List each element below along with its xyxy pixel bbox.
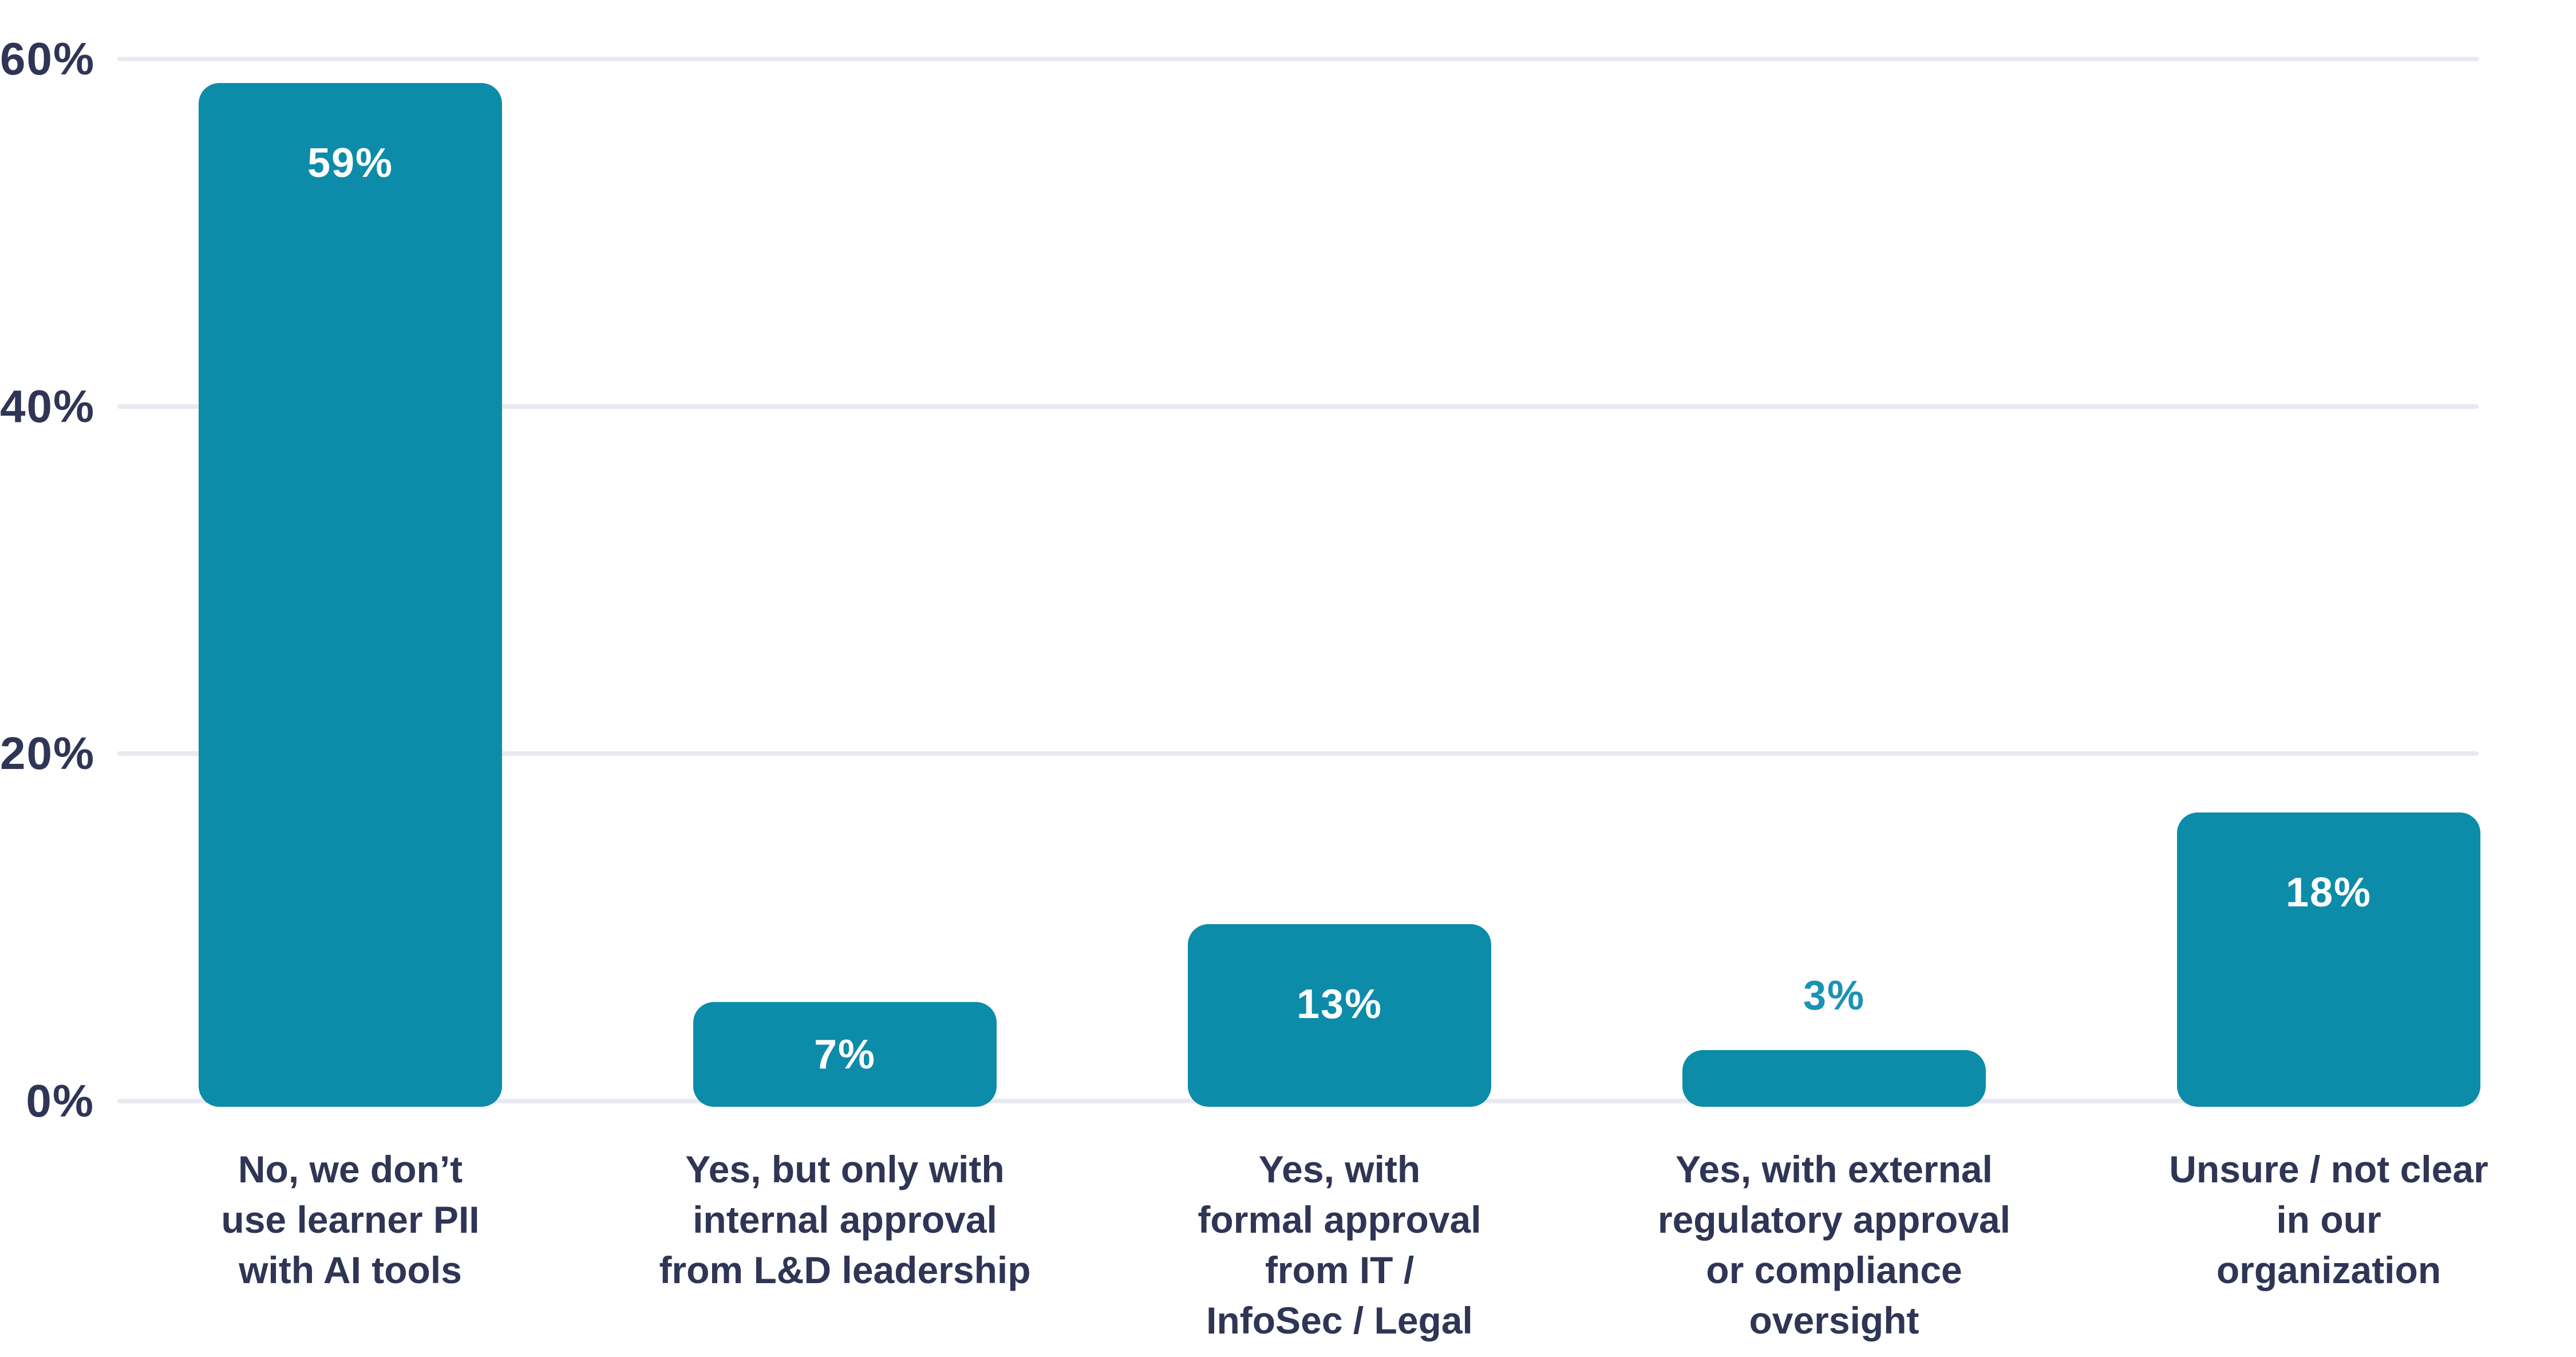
y-axis-tick-label: 0%	[26, 1075, 94, 1126]
bar[interactable]	[693, 1002, 997, 1107]
bar-group: 59% No, we don’t use learner PII with AI…	[103, 0, 598, 1357]
bar-group: 7% Yes, but only with internal approval …	[598, 0, 1092, 1357]
category-label-line: with AI tools	[239, 1249, 462, 1291]
category-label-line: from IT /	[1265, 1249, 1415, 1291]
bar-group: 3% Yes, with external regulatory approva…	[1587, 0, 2081, 1357]
bar-value-label: 3%	[1803, 972, 1866, 1019]
gridline-60pct	[117, 57, 2479, 61]
y-axis-tick-label: 20%	[0, 728, 96, 779]
category-label-line: or compliance	[1706, 1249, 1962, 1291]
bar-group: 18% Unsure / not clear in our organizati…	[2081, 0, 2576, 1357]
category-label-line: Yes, with external	[1676, 1148, 1993, 1190]
bar-value-label: 59%	[307, 140, 394, 187]
category-label: No, we don’t use learner PII with AI too…	[80, 1144, 621, 1295]
category-label-line: regulatory approval	[1657, 1198, 2011, 1241]
category-label: Yes, with formal approval from IT / Info…	[1069, 1144, 1610, 1346]
category-label-line: Yes, but only with	[685, 1148, 1005, 1190]
bar-value-label: 18%	[2285, 870, 2372, 916]
bar[interactable]	[1188, 924, 1491, 1107]
bar-group: 13% Yes, with formal approval from IT / …	[1092, 0, 1587, 1357]
bar[interactable]	[199, 83, 502, 1107]
plot-area: 59% No, we don’t use learner PII with AI…	[103, 0, 2576, 1357]
category-label-line: No, we don’t	[238, 1148, 463, 1190]
bar[interactable]	[2177, 812, 2480, 1107]
category-label-line: oversight	[1749, 1299, 1919, 1342]
category-label-line: organization	[2216, 1249, 2441, 1291]
y-axis-tick-label: 60%	[0, 33, 96, 84]
gridline-40pct	[117, 404, 2479, 409]
gridline-20pct	[117, 751, 2479, 756]
category-label-line: from L&D leadership	[659, 1249, 1031, 1291]
category-label-line: internal approval	[693, 1198, 997, 1241]
bar[interactable]	[1682, 1050, 1986, 1107]
y-axis-tick-label: 40%	[0, 380, 96, 432]
category-label-line: Unsure / not clear	[2169, 1148, 2488, 1190]
category-label: Yes, with external regulatory approval o…	[1564, 1144, 2104, 1346]
category-label-line: formal approval	[1198, 1198, 1481, 1241]
category-label-line: Yes, with	[1258, 1148, 1421, 1190]
bar-value-label: 7%	[813, 1031, 876, 1078]
category-label-line: in our	[2276, 1198, 2381, 1241]
bar-value-label: 13%	[1296, 981, 1383, 1027]
category-label-line: InfoSec / Legal	[1206, 1299, 1473, 1342]
category-label: Unsure / not clear in our organization	[2059, 1144, 2576, 1295]
category-label: Yes, but only with internal approval fro…	[575, 1144, 1115, 1295]
category-label-line: use learner PII	[221, 1198, 480, 1241]
